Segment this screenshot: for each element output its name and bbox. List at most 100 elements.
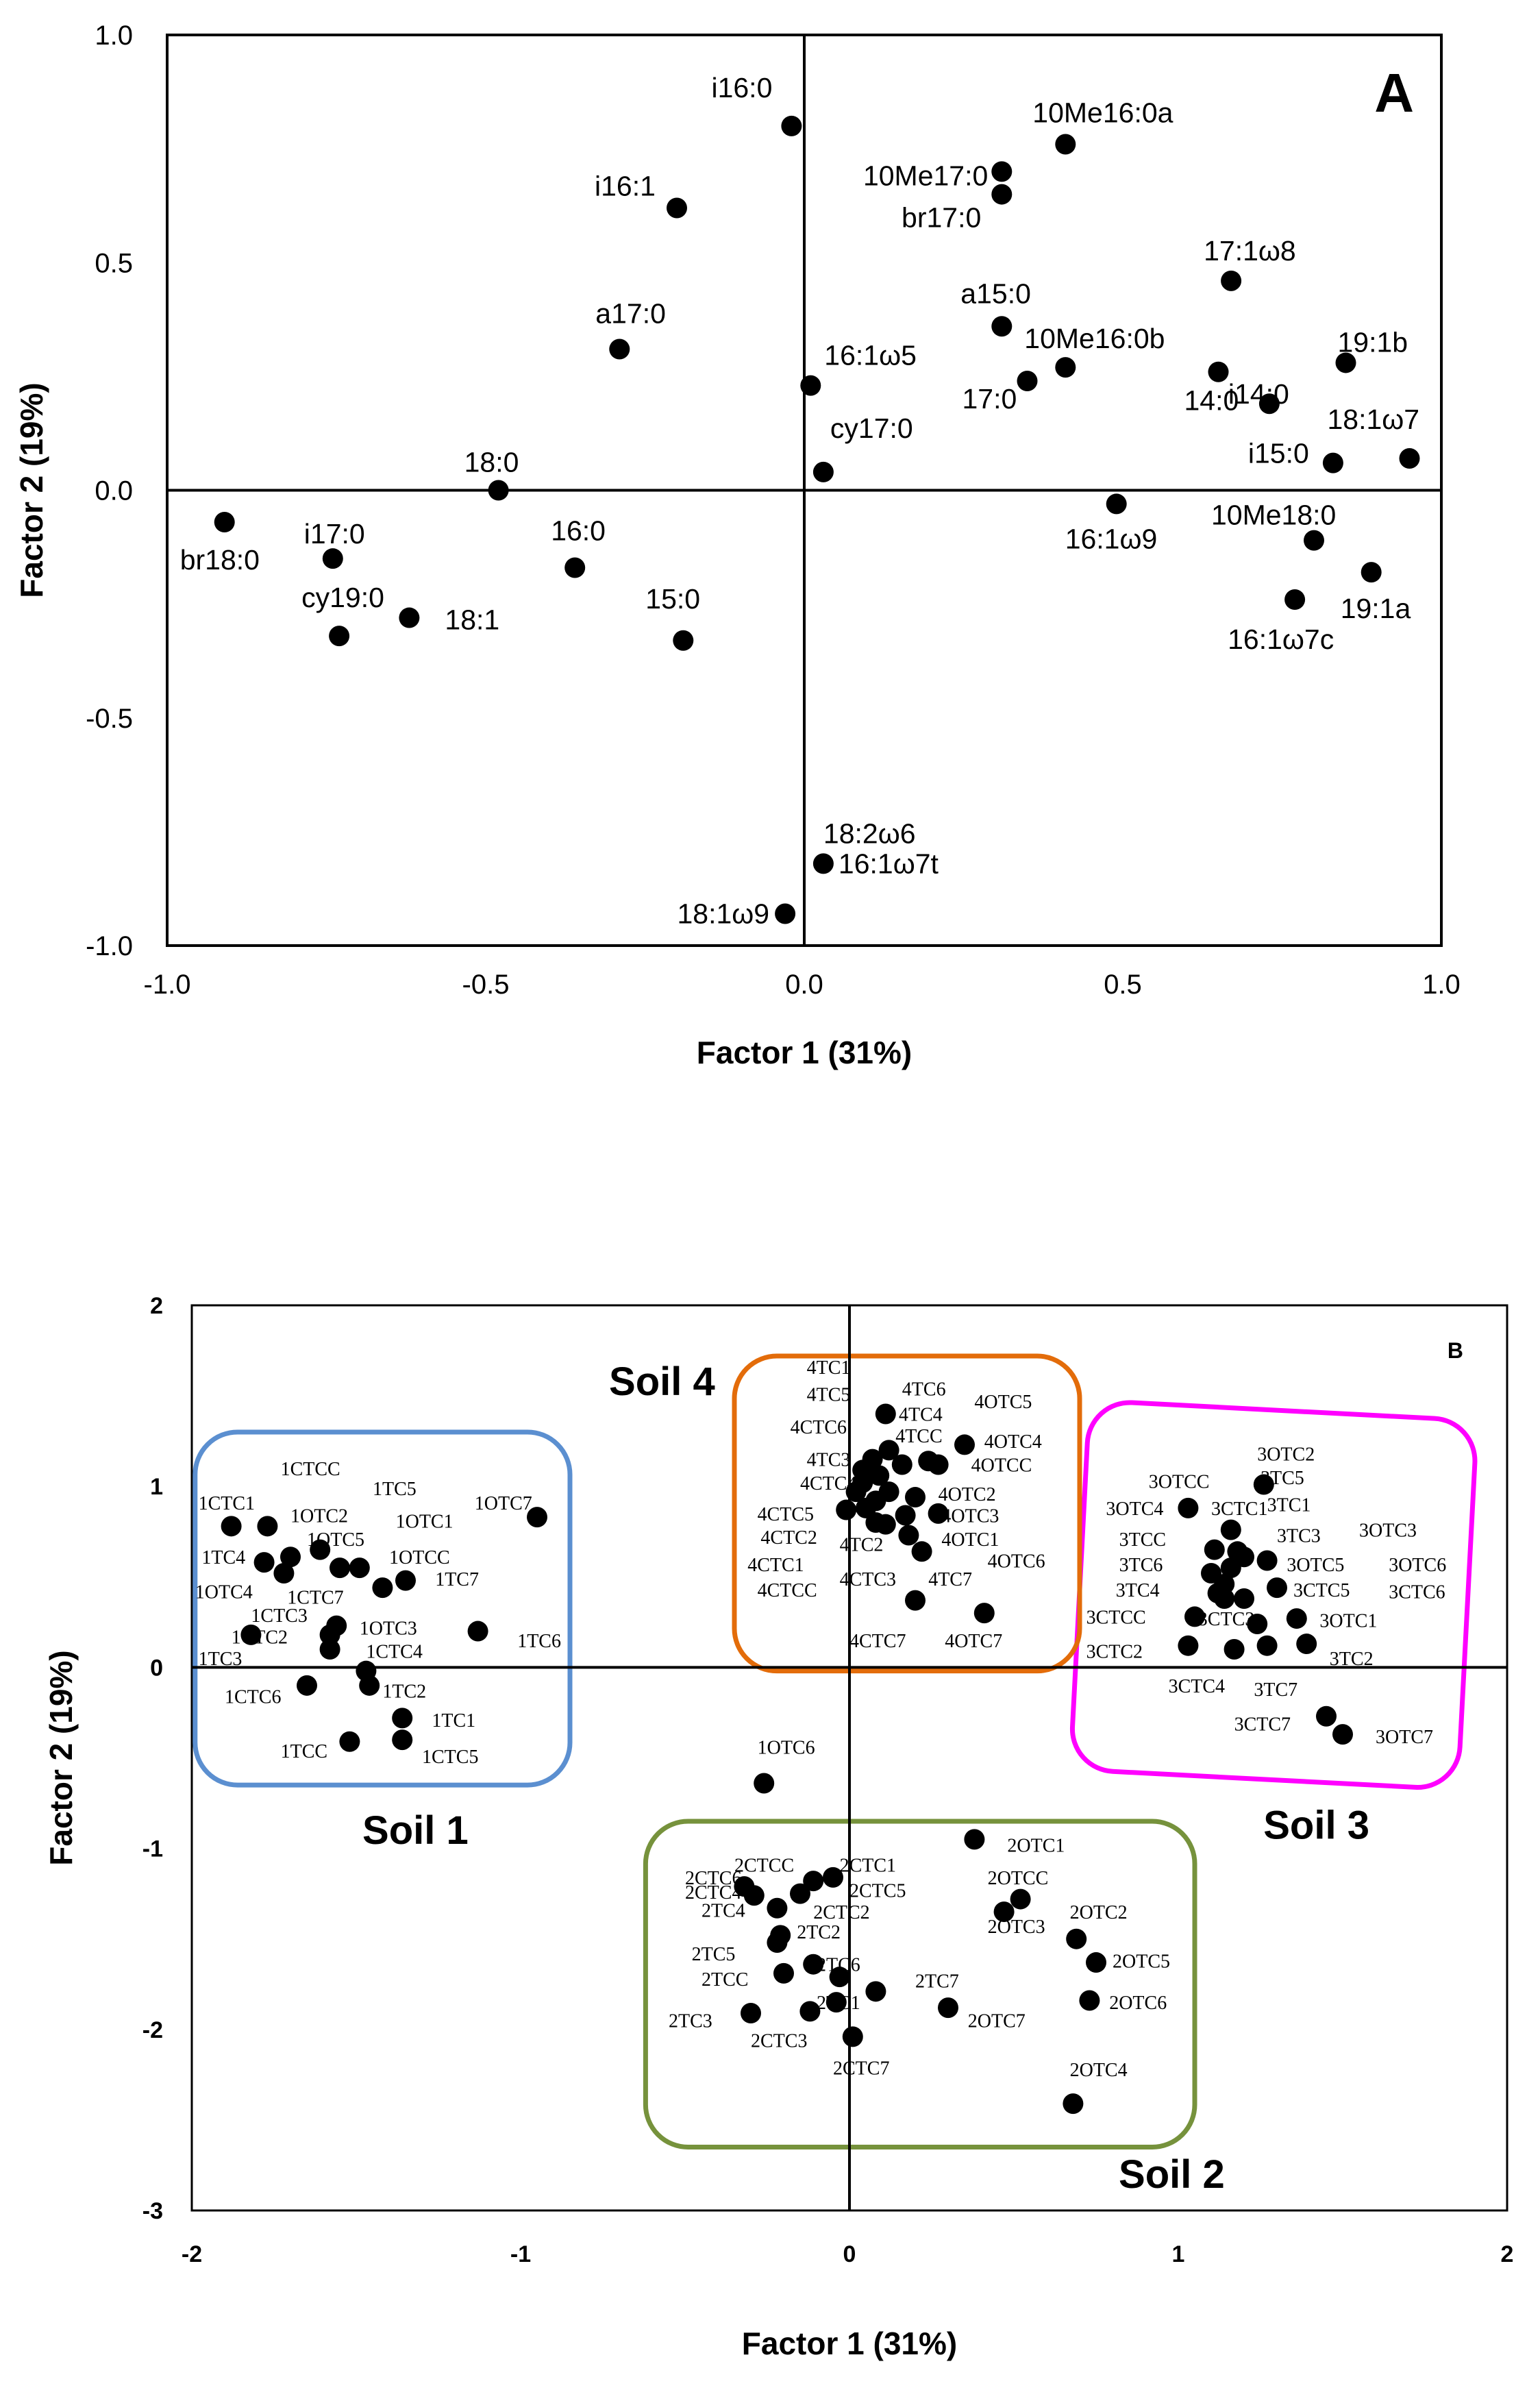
point-18-1-9 (775, 903, 796, 924)
y-tick-label-a: 0.5 (95, 248, 133, 278)
sample-point (359, 1675, 380, 1696)
sample-point (297, 1675, 317, 1696)
sample-point (1220, 1519, 1241, 1540)
sample-point (349, 1557, 370, 1579)
point-br18-0 (214, 512, 235, 533)
y-tick-label-b: -1 (142, 1836, 163, 1862)
group-title-soil-3: Soil 3 (1263, 1803, 1369, 1847)
sample-point (392, 1729, 413, 1751)
sample-point (911, 1541, 932, 1562)
sample-label-3ctc3: 3CTC3 (1198, 1609, 1254, 1630)
sample-label-2tc5: 2TC5 (692, 1944, 736, 1965)
point-cy17-0 (812, 461, 834, 482)
sample-label-3ctc5: 3CTC5 (1293, 1580, 1350, 1601)
sample-label-4otc7: 4OTC7 (945, 1631, 1002, 1652)
sample-label-4tc7: 4TC7 (928, 1569, 972, 1590)
sample-label-2ctc1: 2CTC1 (840, 1855, 896, 1876)
panel-a: -1.0 -0.5 0.0 0.5 1.0 -1.0 -0.5 0.0 0.5 1.0 Factor… (14, 21, 1461, 1070)
sample-point (1256, 1635, 1278, 1656)
sample-point (928, 1503, 949, 1524)
sample-label-2otc2: 2OTC2 (1070, 1902, 1128, 1923)
point-10me18-0 (1304, 530, 1324, 551)
point-18-0 (488, 480, 509, 501)
sample-label-3tcc: 3TCC (1119, 1529, 1166, 1551)
sample-point (773, 1962, 794, 1984)
sample-point (1066, 1928, 1087, 1949)
sample-label-3tc6: 3TC6 (1119, 1555, 1163, 1576)
sample-label-2otc4: 2OTC4 (1070, 2060, 1128, 2081)
sample-point (1316, 1705, 1337, 1727)
sample-point (1214, 1588, 1235, 1610)
point-label-10me18-0: 10Me18:0 (1211, 500, 1336, 531)
sample-label-4tc2: 4TC2 (840, 1535, 884, 1556)
point-10me16-0a (1055, 134, 1076, 155)
sample-point (1267, 1577, 1287, 1599)
sample-point (1184, 1606, 1205, 1627)
sample-point (993, 1901, 1015, 1923)
sample-label-3otc1: 3OTC1 (1319, 1611, 1377, 1632)
group-box-soil-1 (192, 1429, 573, 1788)
sample-label-2ctc4: 2CTC4 (685, 1882, 741, 1904)
sample-label-1tc1: 1TC1 (432, 1710, 475, 1732)
point-label-i16-1: i16:1 (595, 171, 656, 202)
sample-label-1otc2: 1OTC2 (290, 1505, 348, 1527)
x-tick-label-b: 1 (1172, 2241, 1185, 2267)
sample-label-4otc5: 4OTC5 (974, 1392, 1032, 1413)
sample-point (973, 1603, 995, 1624)
sample-label-3otc5: 3OTC5 (1287, 1555, 1344, 1576)
point-label-15-0: 15:0 (645, 583, 700, 615)
point-16-0 (564, 557, 586, 578)
point-16-1-9 (1106, 493, 1127, 515)
sample-point (803, 1954, 824, 1975)
point-br17-0 (991, 184, 1013, 205)
sample-label-2otc7: 2OTC7 (968, 2011, 1026, 2032)
y-tick-label-b: -2 (142, 2017, 163, 2043)
point-label-br17-0: br17:0 (902, 202, 981, 234)
sample-label-4ctc1: 4CTC1 (747, 1555, 804, 1576)
y-tick-label-b: 0 (150, 1655, 163, 1681)
sample-label-2otc6: 2OTC6 (1109, 1993, 1167, 2014)
sample-label-3ctc4: 3CTC4 (1169, 1676, 1225, 1697)
point-10me17-0 (991, 161, 1013, 182)
sample-label-2otc3: 2OTC3 (988, 1917, 1045, 1938)
point-label-cy17-0: cy17:0 (830, 412, 913, 444)
point-i17-0 (322, 548, 343, 569)
sample-point (339, 1731, 360, 1752)
x-axis-title-b: Factor 1 (31%) (742, 2326, 957, 2361)
sample-label-2otc5: 2OTC5 (1113, 1951, 1170, 1972)
sample-label-4ctcc: 4CTCC (758, 1580, 817, 1601)
sample-label-2otc1: 2OTC1 (1007, 1835, 1065, 1856)
sample-label-4ctc4: 4CTC4 (800, 1473, 856, 1494)
point-cy19-0 (329, 626, 350, 647)
point-label-18-0: 18:0 (464, 447, 519, 478)
sample-point (1204, 1539, 1225, 1560)
sample-point (875, 1403, 896, 1425)
point-label-19-1b: 19:1b (1338, 326, 1408, 358)
sample-label-1ctc7: 1CTC7 (287, 1587, 343, 1608)
group-title-soil-4: Soil 4 (609, 1359, 715, 1404)
sample-point (891, 1454, 912, 1475)
point-i16-0 (781, 115, 802, 136)
sample-label-3tc3: 3TC3 (1277, 1526, 1321, 1547)
sample-label-3ctcc: 3CTCC (1086, 1607, 1146, 1628)
point-label-19-1a: 19:1a (1341, 593, 1411, 624)
point-14-0 (1208, 361, 1229, 382)
point-i15-0 (1322, 452, 1343, 473)
sample-point (1286, 1608, 1307, 1629)
point-label-i17-0: i17:0 (304, 518, 365, 550)
y-axis-title-a: Factor 2 (19%) (14, 382, 49, 598)
sample-label-3tc1: 3TC1 (1267, 1495, 1311, 1516)
sample-point (319, 1624, 340, 1645)
sample-label-3tc7: 3TC7 (1254, 1679, 1297, 1701)
sample-label-1ctc6: 1CTC6 (225, 1687, 281, 1708)
sample-label-2ctcc: 2CTCC (734, 1855, 794, 1876)
sample-point (905, 1590, 926, 1611)
sample-point (954, 1434, 975, 1455)
sample-point (273, 1563, 295, 1584)
sample-label-1tc7: 1TC7 (435, 1569, 479, 1590)
sample-point (741, 2003, 761, 2024)
point-18-2-6 (812, 853, 834, 874)
point-16-1-7c (1284, 589, 1306, 610)
panel-label-a: A (1374, 62, 1414, 123)
